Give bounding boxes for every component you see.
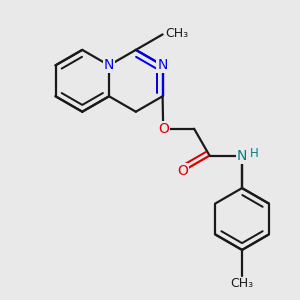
Text: O: O — [177, 164, 188, 178]
Text: O: O — [158, 122, 169, 136]
Text: CH₃: CH₃ — [230, 278, 254, 290]
Text: N: N — [104, 58, 114, 72]
Text: CH₃: CH₃ — [165, 27, 188, 40]
Text: H: H — [250, 147, 259, 160]
Text: N: N — [158, 58, 168, 72]
Text: N: N — [237, 148, 247, 163]
